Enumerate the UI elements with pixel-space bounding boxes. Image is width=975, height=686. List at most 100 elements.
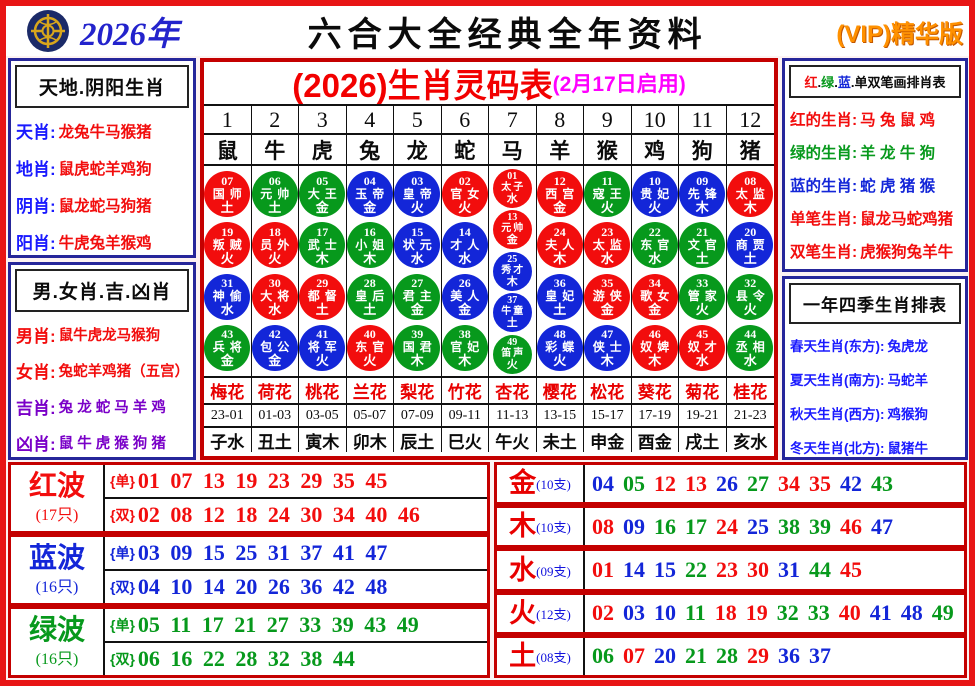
element-number: 20 [654, 643, 676, 669]
number-ball: 06 元帅土 [251, 171, 298, 218]
number-ball: 32 县令火 [727, 273, 774, 320]
ball-role: 国君 [402, 340, 437, 355]
zodiac-cell: 兔 [347, 135, 394, 164]
element-label: 水 (09支) [497, 551, 585, 589]
panel-row-value: 牛虎兔羊猴鸡 [58, 234, 152, 252]
ball-element: 木 [458, 353, 472, 369]
ball-column: 09 先锋木 21 文官土 33 管家火 45 奴才水 [679, 166, 727, 376]
ball-number: 39 [411, 327, 424, 342]
flower-cell: 兰花 [347, 378, 394, 403]
ball-element: 火 [315, 353, 329, 369]
ball-column: 01 太子水 13 元帅金 25 秀才木 37 牛童土 49 笛声火 [489, 166, 537, 376]
panel-row-value: 鼠猪牛 [887, 441, 929, 456]
ball-number: 21 [696, 224, 709, 239]
ball-number: 03 [411, 173, 424, 188]
four-seasons-panel-title: 一年四季生肖排表 [789, 283, 961, 324]
panel-row-label: 夏天生肖(南方): [790, 373, 885, 388]
ball-element: 水 [743, 353, 757, 369]
number-ball: 28 皇后土 [346, 273, 393, 320]
ball-element: 火 [648, 199, 662, 215]
panel-row-value: 蛇 虎 猪 猴 [860, 177, 936, 195]
number-ball: 47 侠士木 [584, 324, 631, 371]
ball-element: 金 [220, 353, 234, 369]
panel-row-value: 鼠虎蛇羊鸡狗 [58, 160, 152, 178]
panel-row-value: 龙兔牛马猴猪 [58, 123, 152, 141]
ball-role: 寇王 [592, 186, 627, 201]
wave-name: 蓝波 [28, 542, 85, 574]
ball-role: 东官 [640, 237, 675, 252]
number-ball: 19 叛贼火 [204, 222, 251, 269]
ball-role: 国师 [212, 186, 247, 201]
title-part: 红 [804, 75, 818, 90]
wave-number-row: {单} 05 11 17 21 27 33 39 43 49 [105, 609, 487, 641]
ball-element: 木 [363, 250, 377, 266]
num-cell: 10 [632, 106, 679, 133]
color-stroke-panel-title: 红.绿.蓝.单双笔画排肖表 [789, 65, 961, 98]
hour-ranges-row: 23-01 01-03 03-05 05-07 07-09 09-11 11-13 13-15… [204, 403, 774, 426]
num-cell: 3 [299, 106, 347, 133]
number-ball: 35 游侠金 [584, 273, 631, 320]
zodiac-cell: 蛇 [442, 135, 489, 164]
element-row: 水 (09支) 01 14 15 22 23 30 31 44 45 [494, 548, 967, 592]
male-female-lucky-panel: 男.女肖.吉.凶肖 男肖: 鼠牛虎龙马猴狗 女肖: 兔蛇羊鸡猪（五宫） 吉肖: 兔 龙 蛇… [8, 262, 196, 460]
wave-rows: {单} 05 11 17 21 27 33 39 43 49 {双} 06 16 22… [105, 609, 487, 675]
ball-number: 30 [268, 276, 281, 291]
flower-cell: 梅花 [204, 378, 252, 403]
number-ball: 27 君主金 [394, 273, 441, 320]
number-ball: 22 东官水 [631, 222, 678, 269]
ball-role: 武士 [307, 237, 342, 252]
ball-role: 皇帝 [402, 186, 437, 201]
time-cell: 21-23 [733, 407, 767, 423]
wave-number-row: {双} 06 16 22 28 32 38 44 [105, 641, 487, 675]
ball-element: 火 [268, 250, 282, 266]
ball-role: 元帅 [260, 186, 295, 201]
number-ball: 17 武士木 [299, 222, 346, 269]
zodiac-code-table: (2026)生肖灵码表 (2月17日启用) 1 2 3 4 5 6 7 8 9 10 11 12 鼠牛… [200, 58, 778, 460]
ball-element: 火 [506, 358, 518, 371]
time-cell: 07-09 [394, 405, 442, 426]
number-ball: 08 太监木 [727, 171, 774, 218]
panel-row-value: 兔蛇羊鸡猪（五宫） [58, 363, 190, 380]
branch-cell: 酉金 [632, 428, 679, 452]
branch-cell: 子水 [204, 428, 252, 452]
ball-element: 金 [315, 199, 329, 215]
panel-row: 冬天生肖(北方): 鼠猪牛 [785, 430, 965, 464]
ball-number: 29 [316, 276, 329, 291]
panel-row: 蓝的生肖: 蛇 虎 猪 猴 [785, 168, 965, 201]
ball-column: 10 贵妃火 22 东官水 34 歌女金 46 奴婢木 [631, 166, 679, 376]
ball-column: 08 太监木 20 商贾土 32 县令火 44 丞相水 [727, 166, 775, 376]
ball-number: 18 [268, 224, 281, 239]
title-part: . [817, 75, 822, 90]
ball-element: 金 [410, 302, 424, 318]
element-row: 金 (10支) 04 05 12 13 26 27 34 35 42 43 [494, 462, 967, 506]
wave-rows: {单} 01 07 13 19 23 29 35 45 {双} 02 08 12 18… [105, 465, 487, 531]
flowers-row: 梅花 荷花 桃花 兰花 梨花 竹花 杏花 樱花 松花 葵花 菊花 桂花 [204, 376, 774, 403]
ball-number: 14 [458, 224, 471, 239]
element-label: 火 (12支) [497, 594, 585, 632]
element-row: 土 (08支) 06 07 20 21 28 29 36 37 [494, 634, 967, 679]
ball-column: 03 皇帝火 15 状元水 27 君主金 39 国君木 [394, 166, 442, 376]
number-ball: 09 先锋木 [679, 171, 726, 218]
element-label: 金 (10支) [497, 465, 585, 503]
element-name: 火 [509, 597, 537, 628]
number-ball: 04 玉帝金 [346, 171, 393, 218]
wave-name: 绿波 [28, 614, 85, 646]
number-ball: 48 彩蝶火 [536, 324, 583, 371]
flower-cell: 桂花 [733, 383, 768, 402]
element-number: 02 [592, 600, 614, 626]
ball-role: 先锋 [687, 186, 722, 201]
element-number: 22 [685, 557, 707, 582]
ball-number: 15 [411, 224, 424, 239]
ball-role: 小姐 [355, 237, 390, 252]
number-ball: 23 太监水 [584, 222, 631, 269]
element-count: (12支) [536, 606, 571, 622]
ball-role: 才人 [450, 237, 485, 252]
ball-role: 官妃 [450, 340, 485, 355]
num-cell: 2 [252, 106, 299, 133]
ball-role: 东官 [355, 340, 390, 355]
panel-row-label: 地肖: [16, 160, 56, 179]
wave-numbers: 02 08 12 18 24 30 34 40 46 [137, 502, 420, 527]
ball-element: 火 [743, 302, 757, 318]
wave-count: (16只) [35, 650, 79, 668]
